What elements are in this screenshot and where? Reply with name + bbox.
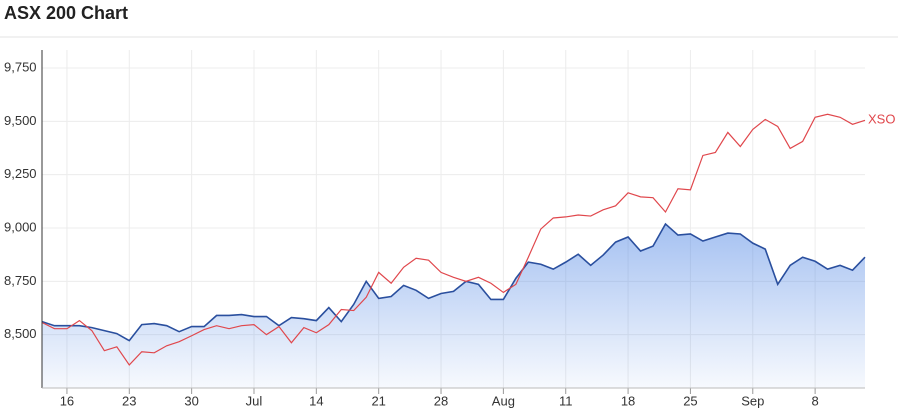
y-tick-label: 9,250: [4, 166, 37, 181]
series-label: XSO: [868, 112, 895, 127]
y-tick-label: 9,750: [4, 59, 37, 74]
x-tick-label: 23: [122, 393, 136, 408]
line: [41, 113, 866, 366]
x-tick-label: 18: [621, 393, 635, 408]
y-tick-label: 8,500: [4, 326, 37, 341]
x-tick-label: 30: [184, 393, 198, 408]
y-tick-label: 9,000: [4, 219, 37, 234]
x-tick-label: 25: [683, 393, 697, 408]
x-tick-label: Jul: [246, 393, 263, 408]
x-tick-label: 21: [371, 393, 385, 408]
x-tick-label: 11: [559, 393, 573, 408]
area: [42, 223, 865, 388]
y-tick-label: 9,500: [4, 113, 37, 128]
x-tick-label: 28: [434, 393, 448, 408]
x-tick-label: Sep: [741, 393, 764, 408]
x-tick-label: 14: [309, 393, 323, 408]
chart-title: ASX 200 Chart: [4, 3, 128, 23]
x-tick-label: Aug: [492, 393, 515, 408]
y-tick-label: 8,750: [4, 273, 37, 288]
line: [41, 222, 866, 342]
x-tick-label: 8: [812, 393, 819, 408]
x-tick-label: 16: [60, 393, 74, 408]
